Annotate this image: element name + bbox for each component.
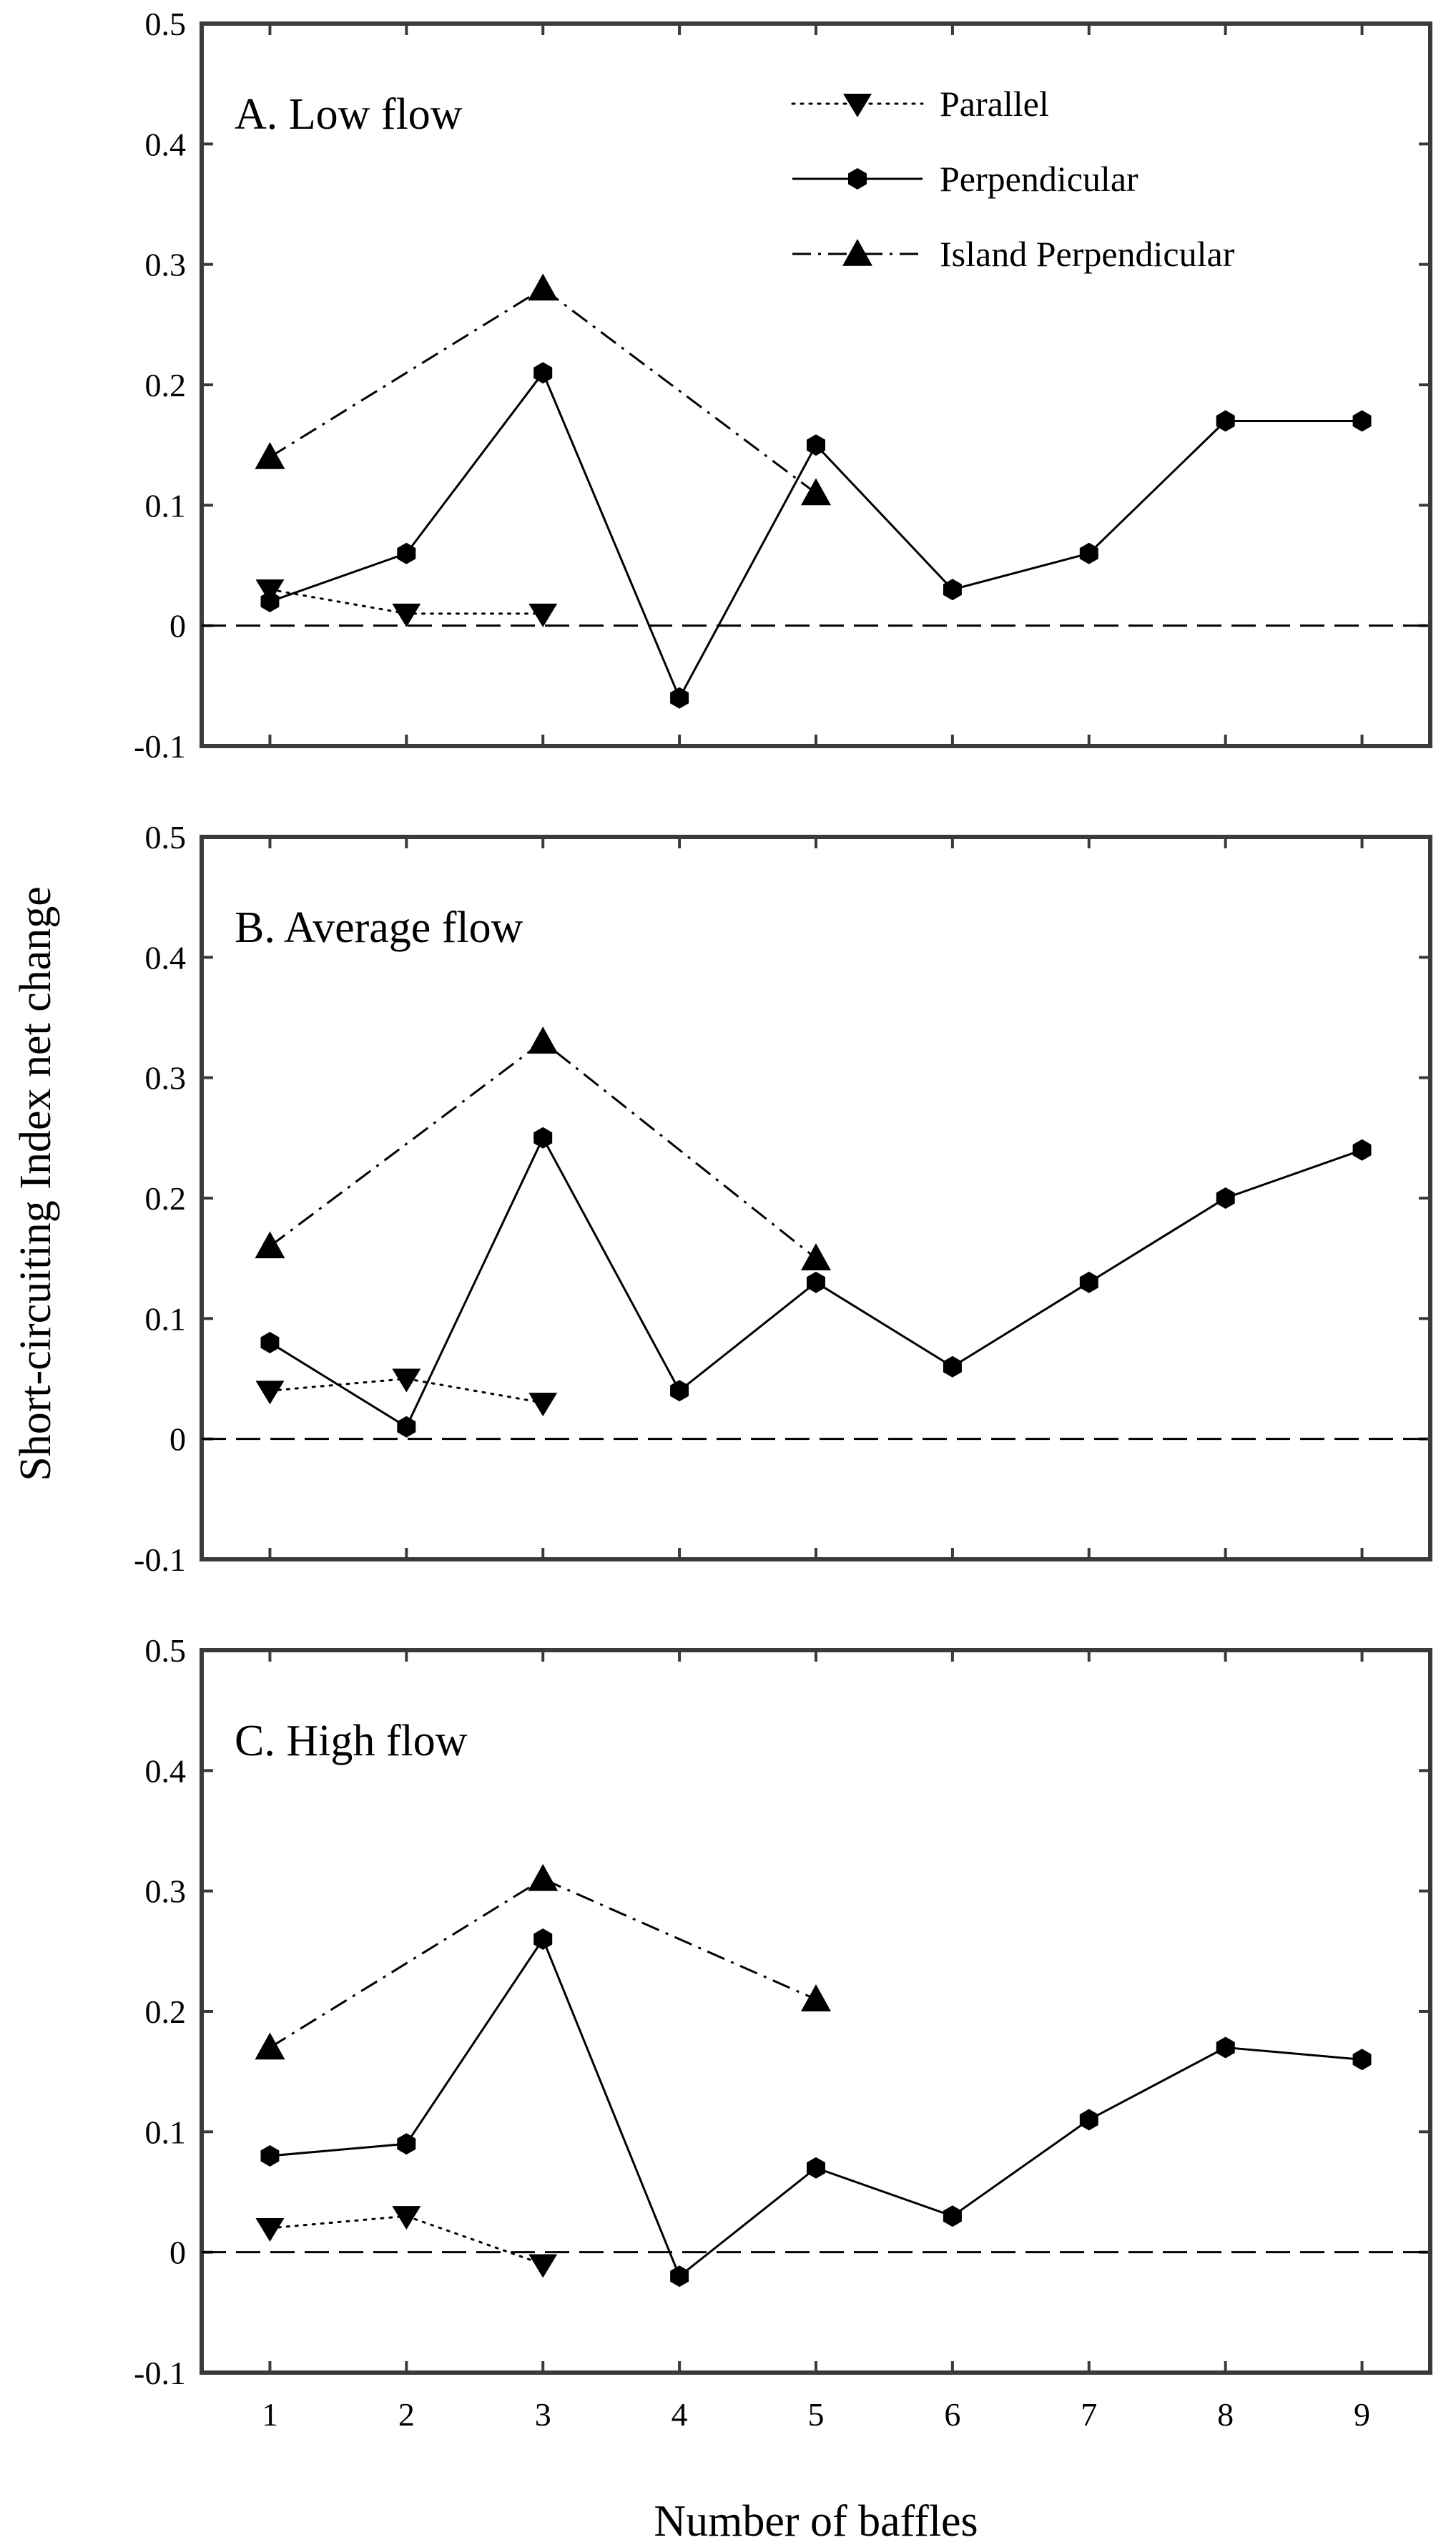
parallel-marker [255,1381,285,1405]
y-tick-label: 0.3 [145,1060,187,1097]
y-tick-label: 0.4 [145,939,187,976]
legend-island-perpendicular-marker [842,239,872,266]
perpendicular-marker [1352,2049,1372,2071]
island-perpendicular-marker [255,2032,285,2060]
panel-a: 0.5 0.4 0.3 0.2 0.1 0 -0.1 A. Low flow [134,6,1432,765]
perpendicular-line [269,371,1362,701]
perpendicular-marker [807,1271,825,1293]
x-axis-title: Number of baffles [654,2497,978,2545]
legend-perpendicular-label: Perpendicular [940,159,1138,199]
perpendicular-marker [1079,1271,1098,1293]
panel-title: C. High flow [235,1717,468,1765]
island-perpendicular-marker [801,1243,831,1270]
y-tick-label: 0 [169,1421,186,1458]
perpendicular-marker [533,1928,553,1950]
legend-parallel-marker [843,94,872,117]
x-tick-label: 2 [398,2396,415,2433]
perpendicular-marker [1216,410,1235,432]
parallel-marker [528,603,558,627]
x-tick-label: 5 [808,2396,825,2433]
island-perpendicular-marker [528,1026,559,1054]
perpendicular-marker [533,362,553,384]
y-tick-label: 0.3 [145,247,187,283]
perpendicular-marker [533,1127,553,1149]
perpendicular-marker [1079,2109,1098,2131]
y-tick-label: -0.1 [134,2355,186,2391]
y-axis-title: Short-circuiting Index net change [11,886,60,1481]
island-perpendicular-line [269,1040,817,1260]
legend: Parallel Perpendicular Island Perpendicula… [791,84,1235,274]
perpendicular-marker [260,2145,280,2167]
y-tick-label: 0.2 [145,367,187,403]
parallel-marker [528,1393,558,1417]
perpendicular-marker [1079,542,1098,564]
x-tick-label: 6 [944,2396,960,2433]
x-tick-label: 8 [1217,2396,1234,2433]
island-perpendicular-marker [801,478,831,506]
y-tick-label: -0.1 [134,728,186,765]
parallel-marker [528,2254,558,2278]
y-tick-label: 0.5 [145,819,187,855]
perpendicular-marker [807,2157,825,2179]
legend-perpendicular-marker [848,168,867,190]
perpendicular-marker [943,1355,962,1378]
x-tick-label: 7 [1081,2396,1097,2433]
perpendicular-marker [807,434,825,456]
y-tick-label: 0.4 [145,126,187,162]
perpendicular-marker [397,542,416,564]
island-perpendicular-marker [255,442,285,469]
x-tick-label: 9 [1354,2396,1370,2433]
panel-title: A. Low flow [235,90,463,139]
y-tick-label: 0.1 [145,2114,187,2150]
parallel-marker [392,1368,421,1393]
legend-island-perpendicular-label: Island Perpendicular [940,234,1235,274]
perpendicular-marker [260,1332,280,1353]
perpendicular-marker [397,1416,416,1438]
perpendicular-marker [1352,410,1372,432]
perpendicular-marker [260,591,280,612]
panel-b: 0.5 0.4 0.3 0.2 0.1 0 -0.1 B. Average flow [134,819,1432,1578]
island-perpendicular-marker [255,1231,285,1259]
y-tick-label: 0.2 [145,1180,187,1217]
y-tick-label: -0.1 [134,1541,186,1578]
y-tick-label: 0 [169,608,186,644]
y-tick-label: 0 [169,2235,186,2271]
island-perpendicular-line [269,1878,817,2049]
y-tick-label: 0.2 [145,1994,187,2030]
x-tick-label: 1 [262,2396,278,2433]
y-tick-label: 0.5 [145,1632,187,1669]
y-tick-label: 0.1 [145,487,187,524]
perpendicular-marker [670,2265,689,2287]
panel-title: B. Average flow [235,903,523,952]
y-tick-label: 0.3 [145,1873,187,1910]
perpendicular-marker [1352,1139,1372,1161]
island-perpendicular-marker [528,273,559,301]
y-tick-label: 0.1 [145,1300,187,1337]
island-perpendicular-marker [528,1863,559,1891]
perpendicular-marker [397,2133,416,2155]
legend-parallel-label: Parallel [940,84,1049,124]
x-tick-label: 3 [535,2396,551,2433]
perpendicular-marker [943,2205,962,2227]
perpendicular-marker [1216,1187,1235,1209]
island-perpendicular-line [269,287,817,494]
perpendicular-marker [943,579,962,601]
panel-c: 0.5 0.4 0.3 0.2 0.1 0 -0.1 1 2 3 4 5 6 7 8 9 C. High flo… [134,1632,1432,2433]
parallel-marker [255,2218,285,2242]
parallel-marker [392,603,421,627]
island-perpendicular-marker [801,1984,831,2011]
parallel-marker [392,2206,421,2230]
x-tick-label: 4 [672,2396,688,2433]
perpendicular-marker [670,1380,689,1402]
perpendicular-marker [670,687,689,709]
y-tick-label: 0.4 [145,1752,187,1789]
perpendicular-marker [1216,2036,1235,2059]
y-tick-label: 0.5 [145,6,187,42]
